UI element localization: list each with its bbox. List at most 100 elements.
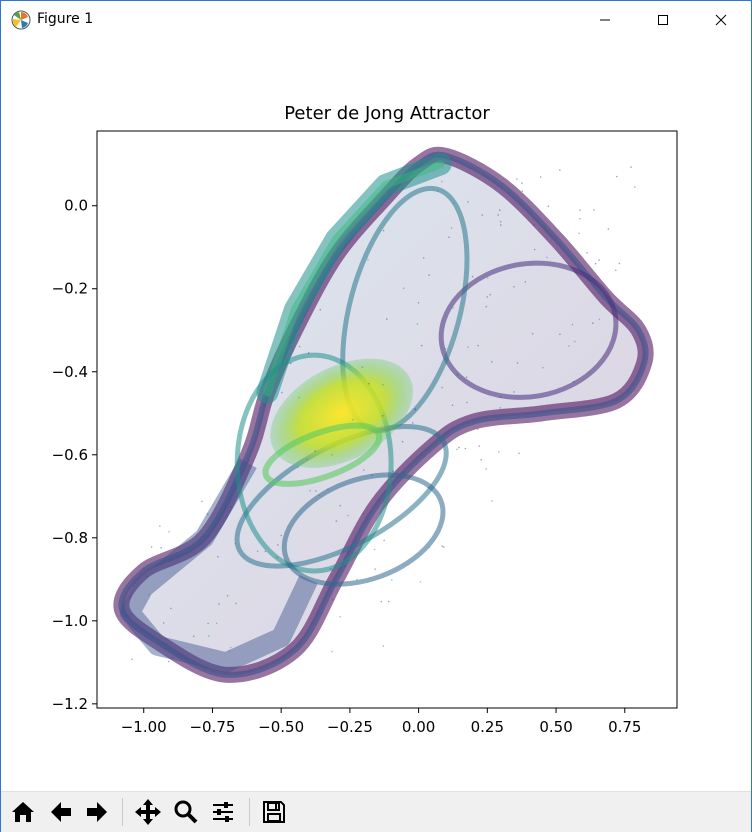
- forward-button[interactable]: [81, 796, 113, 828]
- scatter-point: [533, 248, 536, 251]
- scatter-point: [380, 600, 383, 603]
- attractor-shape: [113, 146, 654, 683]
- x-tick-label: 0.25: [471, 718, 504, 736]
- pan-button[interactable]: [132, 796, 164, 828]
- scatter-point: [466, 401, 468, 404]
- scatter-point: [230, 506, 232, 508]
- configure-subplots-button[interactable]: [207, 796, 239, 828]
- y-tick-label: −0.8: [52, 529, 88, 547]
- scatter-point: [450, 227, 453, 229]
- scatter-point: [498, 451, 500, 453]
- maximize-icon: [658, 15, 668, 25]
- scatter-point: [361, 366, 364, 368]
- scatter-point: [427, 486, 430, 489]
- scatter-point: [226, 595, 229, 597]
- scatter-point: [586, 252, 588, 254]
- scatter-point: [167, 660, 170, 663]
- attractor-plot: −1.00 −0.75 −0.50 −0.25 0.00 0.25 0.50 0.75 0.0…: [52, 103, 678, 736]
- scatter-point: [402, 287, 405, 289]
- scatter-point: [215, 622, 218, 625]
- scatter-point: [131, 658, 133, 661]
- scatter-point: [362, 512, 365, 515]
- scatter-point: [414, 409, 417, 411]
- close-icon: [715, 14, 727, 26]
- close-button[interactable]: [692, 1, 750, 39]
- scatter-point: [280, 534, 283, 537]
- scatter-point: [422, 257, 425, 259]
- scatter-point: [207, 635, 210, 637]
- scatter-point: [386, 318, 388, 320]
- attractor-lobe-band: [119, 458, 318, 673]
- scatter-point: [616, 175, 618, 178]
- scatter-point: [218, 603, 220, 605]
- scatter-point: [382, 383, 384, 386]
- scatter-point: [256, 550, 259, 552]
- scatter-point: [235, 602, 237, 605]
- scatter-point: [331, 454, 333, 456]
- attractor-loop: [438, 260, 619, 400]
- scatter-point: [524, 281, 527, 283]
- scatter-point: [559, 169, 561, 171]
- scatter-point: [428, 546, 431, 548]
- scatter-point: [500, 224, 502, 226]
- scatter-point: [368, 382, 370, 385]
- zoom-icon: [174, 800, 198, 824]
- scatter-point: [387, 600, 390, 603]
- scatter-point: [441, 545, 444, 547]
- scatter-point: [598, 318, 601, 321]
- scatter-point: [234, 542, 237, 545]
- figure-canvas[interactable]: −1.00 −0.75 −0.50 −0.25 0.00 0.25 0.50 0.75 0.0…: [1, 39, 751, 791]
- scatter-point: [417, 302, 420, 304]
- scatter-point: [277, 544, 279, 546]
- toolbar-separator: [122, 798, 123, 826]
- scatter-point: [489, 293, 492, 296]
- scatter-point: [168, 531, 170, 533]
- scatter-point: [290, 362, 292, 365]
- chart-title: Peter de Jong Attractor: [284, 103, 490, 124]
- zoom-button[interactable]: [170, 796, 202, 828]
- scatter-point: [436, 190, 439, 192]
- scatter-point: [486, 296, 489, 298]
- scatter-point: [419, 581, 422, 583]
- scatter-point: [374, 568, 376, 570]
- scatter-point: [497, 214, 500, 216]
- scatter-point: [579, 217, 581, 220]
- y-tick-label: 0.0: [64, 197, 88, 215]
- scatter-point: [371, 474, 373, 476]
- back-button[interactable]: [45, 796, 77, 828]
- scatter-point: [477, 344, 479, 347]
- scatter-point: [485, 305, 488, 308]
- scatter-point: [521, 190, 524, 192]
- matplotlib-logo-icon: [11, 10, 31, 30]
- attractor-ridge-green: [263, 160, 445, 397]
- forward-icon: [87, 802, 107, 822]
- scatter-point: [373, 548, 376, 551]
- x-tick-label: −1.00: [121, 718, 167, 736]
- y-tick-label: −0.4: [52, 363, 88, 381]
- save-button[interactable]: [258, 796, 290, 828]
- scatter-point: [315, 490, 317, 492]
- y-tick-label: −0.2: [52, 280, 88, 298]
- scatter-point: [319, 308, 322, 311]
- y-tick-label: −1.2: [52, 695, 88, 713]
- scatter-point: [129, 595, 132, 598]
- scatter-point: [248, 459, 251, 462]
- minimize-button[interactable]: [576, 1, 634, 39]
- scatter-point: [513, 391, 515, 393]
- scatter-point: [306, 458, 308, 461]
- scatter-point: [630, 166, 632, 168]
- scatter-point: [499, 407, 502, 409]
- scatter-point: [297, 466, 299, 469]
- title-bar[interactable]: Figure 1: [1, 1, 751, 39]
- scatter-point: [521, 182, 523, 184]
- maximize-button[interactable]: [634, 1, 692, 39]
- scatter-point: [452, 307, 454, 309]
- scatter-point: [598, 259, 600, 261]
- home-button[interactable]: [7, 796, 39, 828]
- scatter-point: [335, 520, 338, 522]
- attractor-loop: [234, 352, 394, 574]
- scatter-point: [416, 323, 419, 325]
- scatter-point: [533, 224, 535, 226]
- y-tick-label: −0.6: [52, 446, 88, 464]
